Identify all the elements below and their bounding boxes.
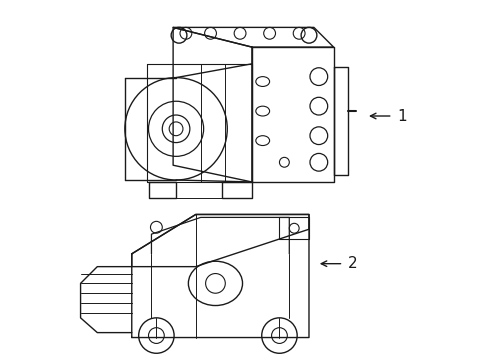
Text: 2: 2 [347,256,357,271]
Text: 1: 1 [397,108,407,123]
